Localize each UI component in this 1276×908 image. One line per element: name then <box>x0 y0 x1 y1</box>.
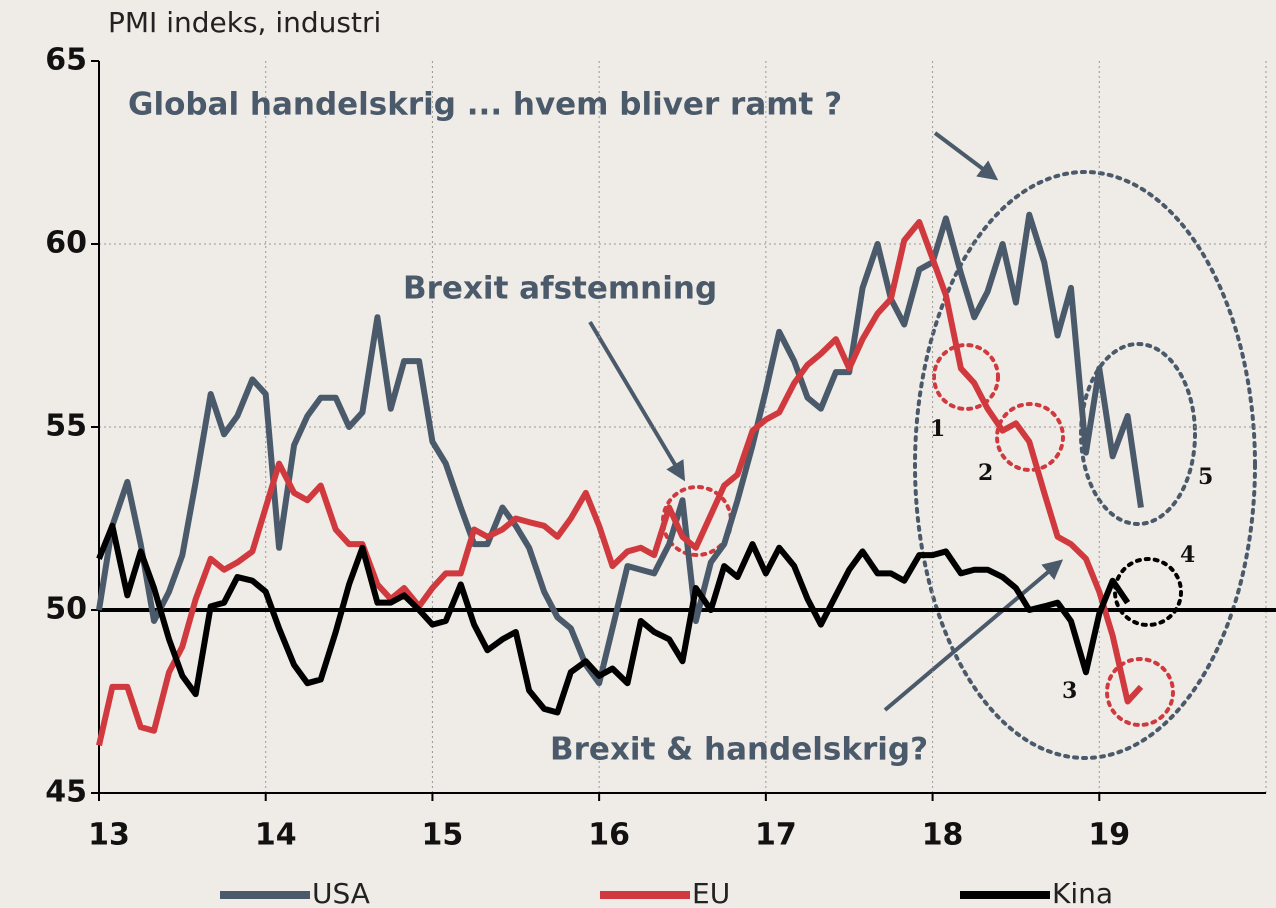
highlight-circle <box>1113 557 1183 627</box>
arrow <box>588 320 686 482</box>
x-tick-label: 19 <box>1088 818 1130 853</box>
x-tick-label: 17 <box>755 818 797 853</box>
line-series <box>96 219 1144 747</box>
y-tick-label: 50 <box>45 592 87 627</box>
x-tick-label: 18 <box>922 818 964 853</box>
annotation: 4 <box>1180 542 1195 568</box>
x-tick-label: 13 <box>88 818 130 853</box>
arrows <box>588 131 1064 712</box>
x-tick-label: 15 <box>422 818 464 853</box>
arrow <box>933 131 999 181</box>
legend-label: EU <box>692 877 730 908</box>
annotation: 1 <box>930 416 945 442</box>
line-series <box>96 211 1144 687</box>
y-tick-label: 55 <box>45 409 87 444</box>
legend-label: Kina <box>1052 877 1113 908</box>
annotation: 3 <box>1062 678 1077 704</box>
annotation: Brexit & handelskrig? <box>550 732 928 768</box>
x-tick-label: 16 <box>588 818 630 853</box>
annotation: 2 <box>978 460 993 486</box>
highlights <box>661 170 1257 760</box>
annotation: Brexit afstemning <box>403 271 717 307</box>
y-tick-label: 60 <box>45 226 87 261</box>
legend-label: USA <box>312 877 370 908</box>
arrow <box>883 559 1064 712</box>
highlight-ellipse <box>913 170 1257 760</box>
x-tick-label: 14 <box>255 818 297 853</box>
line-series <box>96 522 1131 716</box>
y-tick-label: 45 <box>45 775 87 810</box>
chart-title: PMI indeks, industri <box>108 6 381 39</box>
annotation: Global handelskrig ... hvem bliver ramt … <box>128 87 842 123</box>
highlight-circle <box>1105 657 1175 727</box>
annotation: 5 <box>1198 464 1213 490</box>
y-tick-label: 65 <box>45 43 87 78</box>
highlight-circle <box>995 402 1065 472</box>
highlight-circle <box>932 343 1000 411</box>
highlight-ellipse <box>1079 342 1197 526</box>
